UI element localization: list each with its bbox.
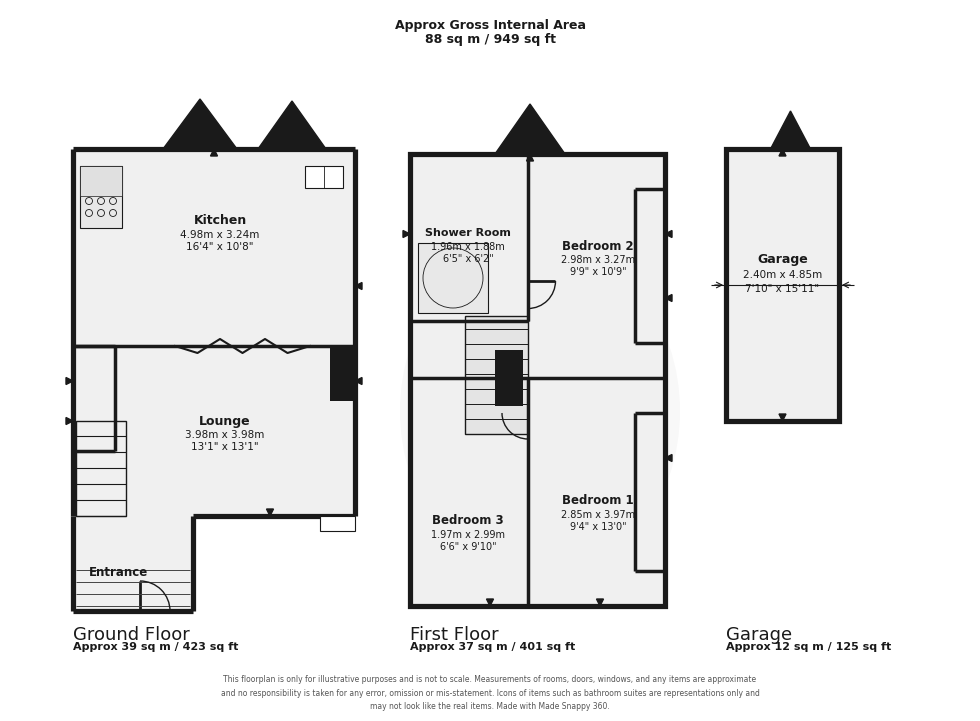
Text: Entrance: Entrance: [88, 567, 148, 580]
Text: Kitchen: Kitchen: [193, 215, 247, 228]
Text: 2.85m x 3.97m: 2.85m x 3.97m: [561, 510, 635, 520]
Text: Bedroom 3: Bedroom 3: [432, 515, 504, 528]
Text: 2.40m x 4.85m: 2.40m x 4.85m: [743, 270, 822, 280]
Text: Shower Room: Shower Room: [425, 228, 511, 238]
Polygon shape: [779, 149, 786, 156]
Text: Approx Gross Internal Area: Approx Gross Internal Area: [395, 19, 585, 32]
Text: PROPERTY: PROPERTY: [482, 441, 598, 461]
Polygon shape: [73, 516, 193, 611]
Text: Bedroom 2: Bedroom 2: [563, 239, 634, 252]
Bar: [410, 154, 665, 606]
Text: 88 sq m / 949 sq ft: 88 sq m / 949 sq ft: [424, 33, 556, 46]
Polygon shape: [355, 283, 362, 290]
Polygon shape: [403, 231, 410, 237]
Text: Bedroom 1: Bedroom 1: [563, 495, 634, 508]
Text: Garage: Garage: [758, 254, 808, 267]
Bar: [80, 166, 122, 196]
Polygon shape: [258, 101, 326, 149]
Text: 6'6" x 9'10": 6'6" x 9'10": [440, 542, 496, 552]
Polygon shape: [526, 154, 533, 161]
Polygon shape: [665, 454, 672, 461]
Polygon shape: [665, 294, 672, 301]
Bar: [80, 166, 122, 228]
Text: 1.96m x 1.88m: 1.96m x 1.88m: [431, 242, 505, 252]
Text: Ground Floor: Ground Floor: [73, 626, 190, 644]
Polygon shape: [66, 417, 73, 425]
Text: 4.98m x 3.24m: 4.98m x 3.24m: [180, 230, 260, 240]
Text: Lounge: Lounge: [199, 415, 251, 428]
Bar: [495, 350, 523, 406]
Bar: [465, 316, 528, 434]
Text: 13'1" x 13'1": 13'1" x 13'1": [191, 442, 259, 452]
Polygon shape: [597, 599, 604, 606]
Text: 2.98m x 3.27m: 2.98m x 3.27m: [561, 255, 635, 265]
Text: R: R: [488, 330, 592, 452]
Text: 16'4" x 10'8": 16'4" x 10'8": [186, 242, 254, 252]
Text: 3.98m x 3.98m: 3.98m x 3.98m: [185, 430, 265, 440]
Bar: [726, 149, 839, 421]
Polygon shape: [495, 104, 565, 154]
Polygon shape: [163, 99, 237, 149]
Text: 9'9" x 10'9": 9'9" x 10'9": [569, 267, 626, 277]
Polygon shape: [779, 414, 786, 421]
Polygon shape: [665, 231, 672, 237]
Bar: [320, 516, 355, 531]
Text: Approx 39 sq m / 423 sq ft: Approx 39 sq m / 423 sq ft: [73, 642, 238, 652]
Polygon shape: [211, 149, 218, 156]
Polygon shape: [66, 378, 73, 384]
Text: Garage: Garage: [726, 626, 792, 644]
Bar: [305, 166, 343, 188]
Text: 7'10" x 15'11": 7'10" x 15'11": [746, 284, 819, 294]
Bar: [76, 421, 126, 516]
Text: First Floor: First Floor: [410, 626, 499, 644]
Text: This floorplan is only for illustrative purposes and is not to scale. Measuremen: This floorplan is only for illustrative …: [220, 676, 760, 711]
Polygon shape: [355, 378, 362, 384]
Ellipse shape: [400, 241, 680, 581]
Polygon shape: [770, 111, 810, 149]
Polygon shape: [73, 149, 355, 516]
Text: 6'5" x 6'2": 6'5" x 6'2": [443, 254, 493, 264]
Polygon shape: [486, 599, 494, 606]
Text: Approx 37 sq m / 401 sq ft: Approx 37 sq m / 401 sq ft: [410, 642, 575, 652]
Bar: [330, 346, 355, 401]
Polygon shape: [267, 509, 273, 516]
Bar: [418, 243, 488, 313]
Text: 1.97m x 2.99m: 1.97m x 2.99m: [431, 530, 505, 540]
Text: Approx 12 sq m / 125 sq ft: Approx 12 sq m / 125 sq ft: [726, 642, 891, 652]
Text: 9'4" x 13'0": 9'4" x 13'0": [569, 522, 626, 532]
